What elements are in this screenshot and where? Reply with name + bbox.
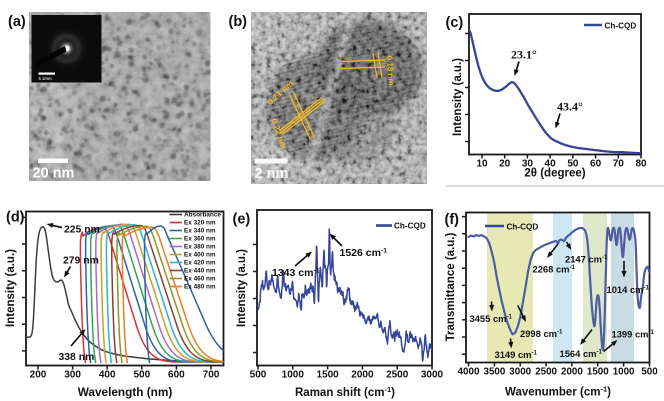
svg-text:2500: 2500 xyxy=(386,370,409,381)
svg-text:3149 cm-1: 3149 cm-1 xyxy=(495,349,538,360)
svg-text:Ex 460 nm: Ex 460 nm xyxy=(184,276,216,283)
svg-text:23.1°: 23.1° xyxy=(511,48,537,62)
svg-text:(c): (c) xyxy=(446,15,464,31)
svg-text:2θ (degree): 2θ (degree) xyxy=(524,168,585,180)
svg-text:Ch-CQD: Ch-CQD xyxy=(507,222,539,231)
svg-text:1500: 1500 xyxy=(587,366,609,377)
svg-text:80: 80 xyxy=(635,159,647,170)
svg-text:1399 cm-1: 1399 cm-1 xyxy=(612,329,655,340)
svg-text:(e): (e) xyxy=(233,212,251,228)
svg-text:60: 60 xyxy=(590,159,602,170)
svg-text:2147 cm-1: 2147 cm-1 xyxy=(565,254,608,265)
svg-text:279 nm: 279 nm xyxy=(63,256,99,267)
svg-text:500: 500 xyxy=(133,370,150,381)
svg-text:Ex 380 nm: Ex 380 nm xyxy=(184,244,216,251)
svg-text:Wavenumber (cm-1): Wavenumber (cm-1) xyxy=(505,385,611,399)
svg-text:2500: 2500 xyxy=(535,366,557,377)
svg-text:200: 200 xyxy=(30,370,47,381)
svg-text:1000: 1000 xyxy=(282,370,305,381)
svg-text:Ex 440 nm: Ex 440 nm xyxy=(184,268,216,275)
svg-text:0.18 nm: 0.18 nm xyxy=(385,56,396,86)
svg-text:Wavelength (nm): Wavelength (nm) xyxy=(78,385,173,399)
svg-text:338 nm: 338 nm xyxy=(59,352,95,363)
svg-text:2000: 2000 xyxy=(561,366,583,377)
svg-text:Ex 360 nm: Ex 360 nm xyxy=(184,236,216,243)
svg-text:20 nm: 20 nm xyxy=(33,166,75,182)
svg-text:Ex 320 nm: Ex 320 nm xyxy=(184,220,216,227)
svg-text:Ex 480 nm: Ex 480 nm xyxy=(184,284,216,291)
svg-text:(f): (f) xyxy=(445,212,460,228)
svg-text:3000: 3000 xyxy=(509,366,531,377)
svg-text:400: 400 xyxy=(99,370,116,381)
svg-text:Ex 400 nm: Ex 400 nm xyxy=(184,252,216,259)
svg-text:Raman shift (cm-1): Raman shift (cm-1) xyxy=(295,385,395,399)
svg-text:Ex 340 nm: Ex 340 nm xyxy=(184,228,216,235)
svg-text:225 nm: 225 nm xyxy=(64,225,100,236)
svg-text:500: 500 xyxy=(250,370,267,381)
svg-text:500: 500 xyxy=(641,366,658,377)
svg-text:50: 50 xyxy=(567,159,579,170)
svg-text:(a): (a) xyxy=(8,14,26,30)
svg-text:10: 10 xyxy=(476,159,488,170)
svg-text:Ex 420 nm: Ex 420 nm xyxy=(184,260,216,267)
svg-text:40: 40 xyxy=(545,159,557,170)
svg-text:1500: 1500 xyxy=(316,370,339,381)
svg-text:2000: 2000 xyxy=(351,370,374,381)
svg-text:(b): (b) xyxy=(229,14,248,30)
svg-text:Intensity (a.u.): Intensity (a.u.) xyxy=(236,249,248,327)
svg-text:70: 70 xyxy=(613,159,625,170)
svg-text:2 nm: 2 nm xyxy=(255,166,289,182)
svg-text:5 1/nm: 5 1/nm xyxy=(39,76,53,81)
svg-text:1343 cm-1: 1343 cm-1 xyxy=(272,267,320,279)
svg-text:3500: 3500 xyxy=(484,366,506,377)
svg-text:2268 cm-1: 2268 cm-1 xyxy=(533,264,576,275)
svg-text:600: 600 xyxy=(168,370,185,381)
svg-text:Transmittance (a.u.): Transmittance (a.u.) xyxy=(445,233,457,342)
svg-text:43.4°: 43.4° xyxy=(557,100,583,114)
svg-text:4000: 4000 xyxy=(458,366,480,377)
svg-text:3000: 3000 xyxy=(421,370,444,381)
svg-text:700: 700 xyxy=(203,370,220,381)
svg-text:1000: 1000 xyxy=(613,366,635,377)
svg-text:20: 20 xyxy=(499,159,511,170)
svg-text:2998 cm-1: 2998 cm-1 xyxy=(520,328,563,339)
svg-text:3455 cm-1: 3455 cm-1 xyxy=(470,313,513,324)
svg-text:Intensity (a.u.): Intensity (a.u.) xyxy=(5,249,17,327)
svg-text:300: 300 xyxy=(64,370,81,381)
svg-text:1526 cm-1: 1526 cm-1 xyxy=(340,247,388,259)
svg-text:Ch-CQD: Ch-CQD xyxy=(394,222,426,231)
svg-text:30: 30 xyxy=(522,159,534,170)
svg-text:(d): (d) xyxy=(6,210,25,226)
svg-text:1014 cm-1: 1014 cm-1 xyxy=(607,284,650,295)
svg-text:1564 cm-1: 1564 cm-1 xyxy=(560,348,603,359)
svg-text:Intensity (a.u.): Intensity (a.u.) xyxy=(452,58,464,136)
svg-text:Absorbance: Absorbance xyxy=(184,212,221,219)
svg-text:Ch-CQD: Ch-CQD xyxy=(605,21,637,30)
